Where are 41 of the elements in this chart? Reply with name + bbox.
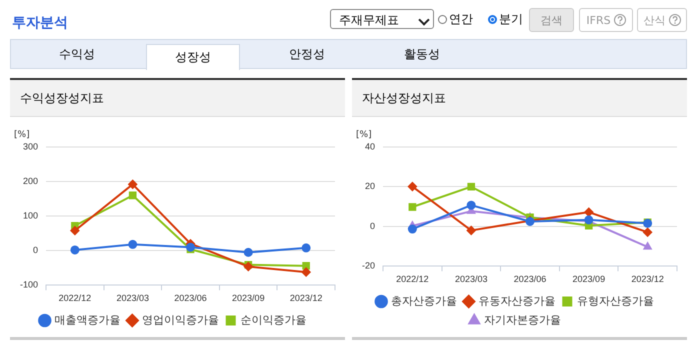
x-tick-label: 2022/12 (58, 293, 92, 304)
x-tick-label: 2023/06 (514, 274, 546, 284)
legend-label: 유형자산증가율 (576, 294, 654, 308)
text: 검색 (540, 12, 562, 28)
y-tick-label: -20 (362, 260, 376, 271)
y-tick-label: 0 (33, 245, 38, 256)
text: 안정성 (288, 46, 326, 63)
text: 수익성 (58, 46, 96, 63)
y-axis-title: [%] (356, 130, 372, 140)
text: 활동성 (403, 46, 441, 63)
legend-label: 자기자본증가율 (484, 313, 561, 326)
x-tick-label: 2023/12 (631, 274, 664, 284)
legend-label: 영업이익증가율 (142, 313, 219, 326)
text: 연간 (449, 11, 473, 28)
y-tick-label: 100 (22, 210, 38, 221)
x-tick-label: 2022/12 (396, 274, 429, 284)
y-tick-label: 40 (364, 141, 376, 152)
legend-label: 총자산증가율 (390, 294, 457, 308)
y-tick-label: 300 (22, 141, 38, 152)
x-tick-label: 2023/12 (290, 293, 322, 304)
legend-label: 매출액증가율 (54, 313, 120, 326)
text: 투자분석 (12, 14, 68, 32)
x-tick-label: 2023/03 (116, 293, 149, 304)
text: 성장성 (146, 44, 240, 70)
x-tick-label: 2023/09 (232, 293, 265, 304)
x-tick-label: 2023/03 (454, 274, 488, 284)
x-tick-label: 2023/09 (572, 274, 606, 284)
x-tick-label: 2023/06 (174, 293, 207, 304)
chart-title: 수익성장성지표 (10, 80, 345, 117)
legend-label: 순이익증가율 (240, 313, 306, 326)
y-tick-label: 0 (370, 220, 376, 231)
chart-title: 자산성장성지표 (352, 80, 687, 117)
text: 분기 (499, 11, 523, 28)
text: IFRS (586, 14, 611, 26)
y-tick-label: 200 (22, 176, 38, 186)
text: 주재무제표 (330, 9, 434, 29)
text: 산식 (644, 12, 666, 28)
legend-label: 유동자산증가율 (478, 294, 556, 308)
y-tick-label: -100 (20, 280, 38, 290)
y-tick-label: 20 (364, 181, 376, 192)
y-axis-title: [%] (14, 130, 30, 140)
